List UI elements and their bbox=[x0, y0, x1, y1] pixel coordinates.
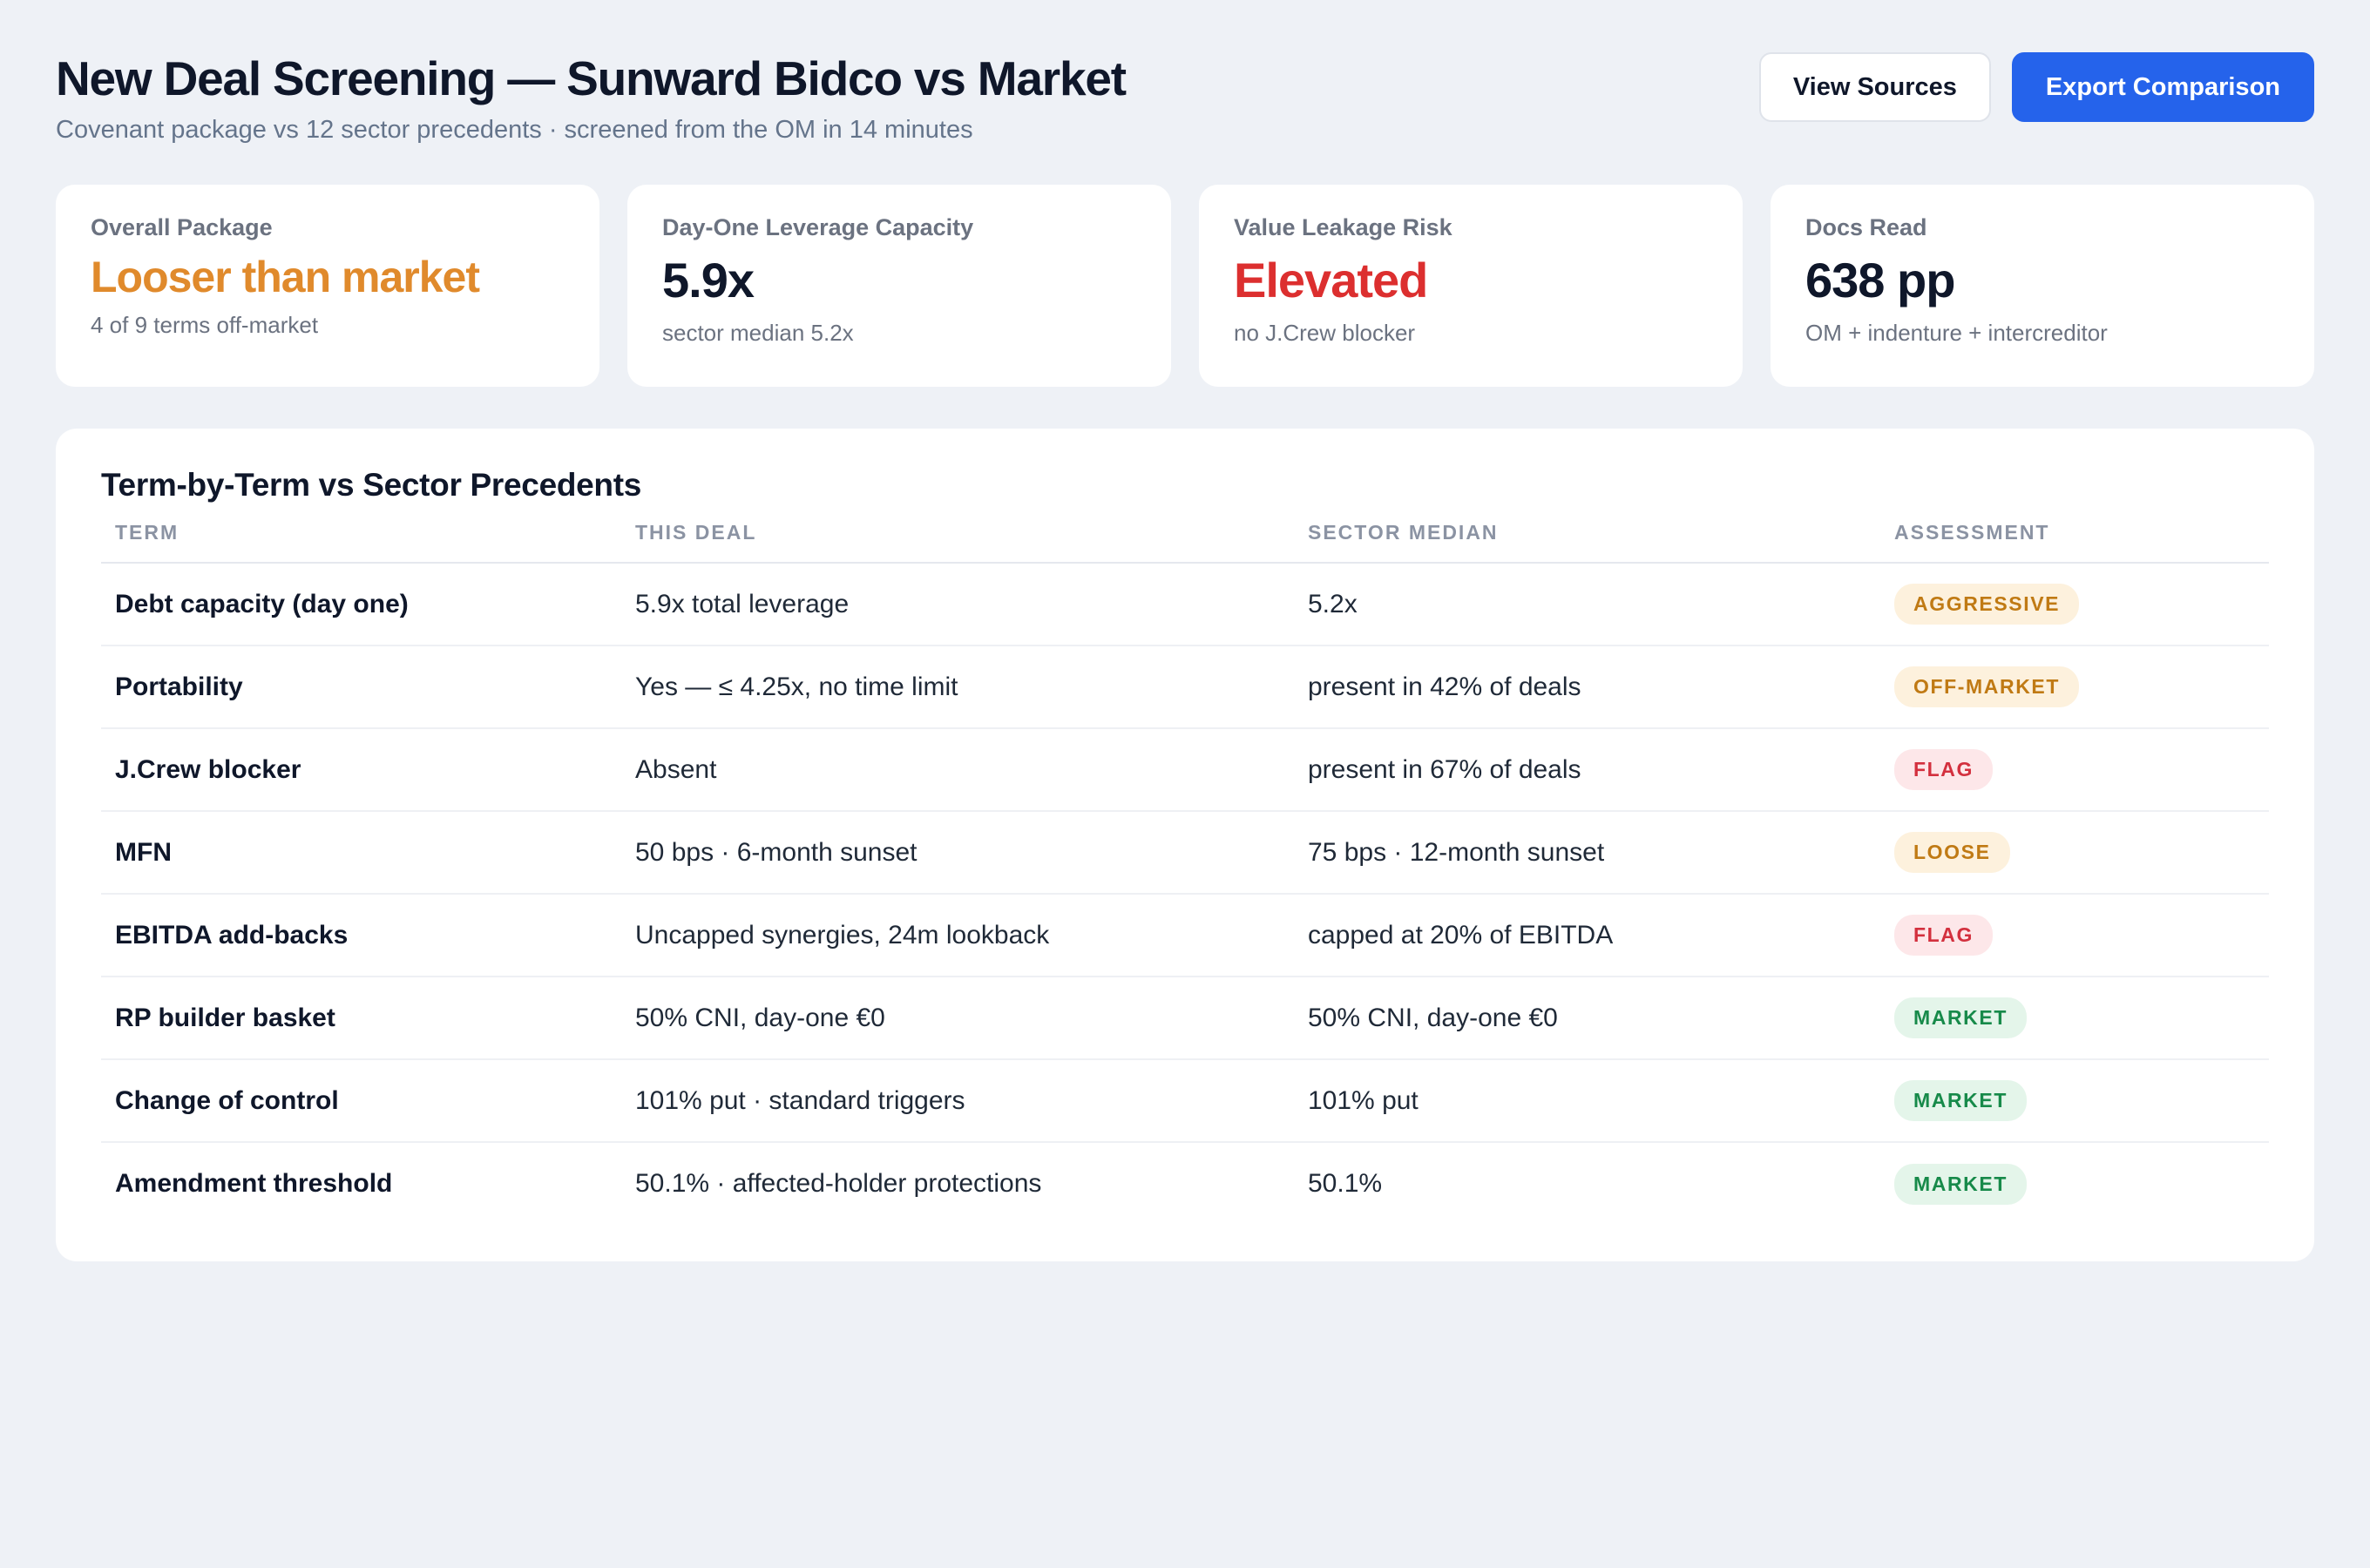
cell-this-deal: 101% put · standard triggers bbox=[621, 1059, 1294, 1143]
cell-this-deal: 50 bps · 6-month sunset bbox=[621, 811, 1294, 895]
column-header-term: TERM bbox=[101, 521, 621, 564]
assessment-badge: MARKET bbox=[1894, 1080, 2027, 1121]
cell-term: Amendment threshold bbox=[115, 1169, 393, 1198]
table-row: J.Crew blocker Absent present in 67% of de… bbox=[101, 728, 2269, 812]
card-leverage-capacity: Day-One Leverage Capacity 5.9x sector me… bbox=[627, 185, 1171, 387]
panel-title: Term-by-Term vs Sector Precedents bbox=[101, 467, 642, 503]
cell-sector-median: 50.1% bbox=[1308, 1169, 1383, 1198]
assessment-badge: OFF-MARKET bbox=[1894, 666, 2080, 707]
cell-this-deal: Absent bbox=[621, 728, 1294, 812]
table-row: MFN 50 bps · 6-month sunset 75 bps · 12-mo… bbox=[101, 811, 2269, 895]
card-sub: 4 of 9 terms off-market bbox=[91, 312, 319, 338]
card-value: 638 pp bbox=[1805, 253, 1955, 308]
column-header-assessment: ASSESSMENT bbox=[1880, 521, 2269, 564]
summary-cards: Overall Package Looser than market 4 of … bbox=[56, 185, 2314, 387]
export-comparison-button[interactable]: Export Comparison bbox=[2011, 52, 2314, 122]
assessment-badge: FLAG bbox=[1894, 749, 1993, 790]
card-value-leakage-risk: Value Leakage Risk Elevated no J.Crew bl… bbox=[1199, 185, 1743, 387]
cell-sector-median: 5.2x bbox=[1294, 563, 1880, 646]
card-docs-read: Docs Read 638 pp OM + indenture + interc… bbox=[1771, 185, 2314, 387]
assessment-badge: LOOSE bbox=[1894, 832, 2010, 873]
card-value: Elevated bbox=[1234, 253, 1428, 308]
page-header: New Deal Screening — Sunward Bidco vs Ma… bbox=[56, 0, 2314, 185]
table-row: Debt capacity (day one) 5.9x total levera… bbox=[101, 563, 2269, 646]
cell-this-deal: Uncapped synergies, 24m lookback bbox=[621, 894, 1294, 977]
card-overall-package: Overall Package Looser than market 4 of … bbox=[56, 185, 599, 387]
cell-sector-median: present in 42% of deals bbox=[1294, 645, 1880, 729]
page-title: New Deal Screening — Sunward Bidco vs Ma… bbox=[56, 51, 1127, 105]
cell-assessment: OFF-MARKET bbox=[1880, 645, 2269, 729]
comparison-panel: Term-by-Term vs Sector Precedents TERM T… bbox=[56, 429, 2314, 1261]
cell-term: Debt capacity (day one) bbox=[101, 563, 621, 646]
card-value: 5.9x bbox=[662, 253, 755, 308]
cell-term: EBITDA add-backs bbox=[101, 894, 621, 977]
cell-assessment: LOOSE bbox=[1880, 811, 2269, 895]
cell-term: J.Crew blocker bbox=[101, 728, 621, 812]
cell-assessment: MARKET bbox=[1880, 977, 2269, 1060]
assessment-badge: FLAG bbox=[1894, 915, 1993, 956]
page-subtitle: Covenant package vs 12 sector precedents… bbox=[56, 116, 973, 144]
cell-assessment: AGGRESSIVE bbox=[1880, 563, 2269, 646]
card-sub: OM + indenture + intercreditor bbox=[1805, 319, 2108, 346]
cell-this-deal: Yes — ≤ 4.25x, no time limit bbox=[621, 645, 1294, 729]
view-sources-button[interactable]: View Sources bbox=[1758, 52, 1991, 122]
table-body: Debt capacity (day one) 5.9x total levera… bbox=[101, 563, 2269, 1225]
card-label: Day-One Leverage Capacity bbox=[662, 214, 974, 240]
cell-sector-median: 50% CNI, day-one €0 bbox=[1294, 977, 1880, 1060]
comparison-table: TERM THIS DEAL SECTOR MEDIAN ASSESSMENT … bbox=[101, 521, 2269, 1225]
cell-sector-median: 101% put bbox=[1294, 1059, 1880, 1143]
table-row: Amendment threshold 50.1% · affected-hold… bbox=[101, 1142, 2269, 1225]
cell-term: MFN bbox=[101, 811, 621, 895]
card-sub: sector median 5.2x bbox=[662, 319, 854, 346]
cell-sector-median: 75 bps · 12-month sunset bbox=[1294, 811, 1880, 895]
assessment-badge: MARKET bbox=[1894, 997, 2027, 1038]
column-header-sector-median: SECTOR MEDIAN bbox=[1294, 521, 1880, 564]
cell-assessment: MARKET bbox=[1880, 1142, 2269, 1225]
assessment-badge: MARKET bbox=[1894, 1163, 2027, 1205]
cell-assessment: FLAG bbox=[1880, 894, 2269, 977]
cell-sector-median: present in 67% of deals bbox=[1294, 728, 1880, 812]
card-sub: no J.Crew blocker bbox=[1234, 319, 1416, 346]
cell-term: RP builder basket bbox=[101, 977, 621, 1060]
assessment-badge: AGGRESSIVE bbox=[1894, 584, 2080, 625]
table-row: RP builder basket 50% CNI, day-one €0 50% … bbox=[101, 977, 2269, 1060]
cell-this-deal: 5.9x total leverage bbox=[621, 563, 1294, 646]
card-label: Overall Package bbox=[91, 214, 273, 240]
table-row: EBITDA add-backs Uncapped synergies, 24m … bbox=[101, 894, 2269, 977]
cell-assessment: MARKET bbox=[1880, 1059, 2269, 1143]
card-label: Docs Read bbox=[1805, 214, 1927, 240]
cell-term: Portability bbox=[101, 645, 621, 729]
table-header-row: TERM THIS DEAL SECTOR MEDIAN ASSESSMENT bbox=[101, 521, 2269, 564]
table-row: Change of control 101% put · standard tri… bbox=[101, 1059, 2269, 1143]
table-row: Portability Yes — ≤ 4.25x, no time limit p… bbox=[101, 645, 2269, 729]
cell-assessment: FLAG bbox=[1880, 728, 2269, 812]
column-header-this-deal: THIS DEAL bbox=[621, 521, 1294, 564]
header-actions: View Sources Export Comparison bbox=[1758, 52, 2314, 122]
cell-this-deal: 50.1% · affected-holder protections bbox=[635, 1169, 1042, 1198]
card-value: Looser than market bbox=[91, 253, 480, 301]
cell-sector-median: capped at 20% of EBITDA bbox=[1294, 894, 1880, 977]
cell-this-deal: 50% CNI, day-one €0 bbox=[621, 977, 1294, 1060]
card-label: Value Leakage Risk bbox=[1234, 214, 1452, 240]
cell-term: Change of control bbox=[101, 1059, 621, 1143]
